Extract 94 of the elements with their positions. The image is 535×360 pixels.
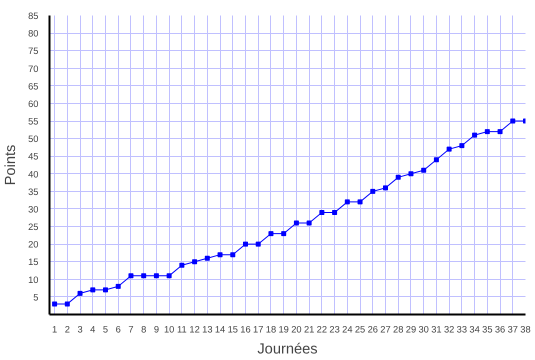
y-tick-label: 10 <box>28 274 39 285</box>
x-tick-label: 17 <box>253 324 264 334</box>
point <box>408 171 414 176</box>
x-tick-label: 30 <box>418 324 429 334</box>
y-tick-label: 70 <box>28 64 39 74</box>
point <box>510 118 516 124</box>
point <box>179 262 184 268</box>
y-tick-label: 55 <box>28 116 39 127</box>
point <box>358 199 363 204</box>
point <box>154 273 159 278</box>
x-tick-label: 26 <box>368 324 378 334</box>
x-tick-label: 9 <box>154 324 160 334</box>
x-tick-label: 6 <box>116 324 121 334</box>
x-tick-label: 4 <box>90 324 96 334</box>
y-tick-label: 5 <box>33 292 39 302</box>
y-tick-label: 45 <box>28 152 39 162</box>
point <box>319 210 324 215</box>
y-tick-label: 80 <box>28 28 39 39</box>
y-tick-label: 25 <box>28 222 39 232</box>
y-tick-label: 35 <box>28 186 39 197</box>
x-tick-label: 28 <box>393 324 404 334</box>
point <box>294 220 299 226</box>
y-tick-label: 85 <box>28 11 39 21</box>
y-axis-title: Points <box>3 144 20 186</box>
y-tick-label: 50 <box>28 134 39 144</box>
y-tick-label: 30 <box>28 204 39 214</box>
x-tick-label: 33 <box>456 324 468 334</box>
x-tick-label: 37 <box>508 324 518 334</box>
x-tick-label: 16 <box>240 324 251 334</box>
point <box>103 287 108 292</box>
x-tick-label: 8 <box>141 324 146 334</box>
x-tick-label: 5 <box>102 324 108 334</box>
point <box>52 301 58 306</box>
x-tick-label: 12 <box>189 324 200 334</box>
point <box>459 143 464 148</box>
point <box>268 231 274 236</box>
x-tick-label: 18 <box>266 324 276 334</box>
x-tick-label: 23 <box>329 324 340 334</box>
point <box>370 188 376 194</box>
point <box>90 287 96 292</box>
point <box>472 132 478 138</box>
point <box>192 259 198 264</box>
point <box>396 174 401 180</box>
x-tick-label: 34 <box>469 324 480 334</box>
x-tick-label: 29 <box>406 324 416 334</box>
point <box>64 301 70 306</box>
point <box>344 199 350 204</box>
x-tick-label: 27 <box>380 324 391 334</box>
x-tick-label: 11 <box>177 324 187 334</box>
x-tick-label: 15 <box>228 324 238 334</box>
y-tick-label: 65 <box>28 81 39 92</box>
y-tick-label: 75 <box>28 46 39 56</box>
x-tick-label: 1 <box>52 324 58 334</box>
y-tick-label: 20 <box>28 240 39 250</box>
x-tick-label: 35 <box>482 324 493 334</box>
point <box>421 168 426 173</box>
x-tick-label: 32 <box>444 324 454 334</box>
x-tick-label: 13 <box>202 324 213 334</box>
x-axis-title: Journées <box>257 342 318 358</box>
point <box>256 242 261 247</box>
point <box>204 256 210 261</box>
point <box>78 290 83 296</box>
point <box>166 273 172 278</box>
y-tick-label: 15 <box>28 257 39 268</box>
point <box>446 146 452 152</box>
point <box>434 157 439 162</box>
x-tick-label: 20 <box>291 324 302 334</box>
point <box>128 273 134 278</box>
x-tick-label: 38 <box>520 324 531 334</box>
x-tick-label: 21 <box>304 324 314 334</box>
x-tick-label: 10 <box>164 324 174 334</box>
y-tick-label: 60 <box>28 98 39 109</box>
point <box>484 129 490 134</box>
x-tick-label: 25 <box>354 324 366 334</box>
point <box>218 252 223 258</box>
y-tick-label: 40 <box>28 169 39 180</box>
point <box>230 252 236 258</box>
x-tick-label: 14 <box>214 324 226 334</box>
point <box>498 129 503 134</box>
x-tick-label: 31 <box>431 324 442 334</box>
point <box>306 220 312 226</box>
x-tick-label: 3 <box>77 324 83 334</box>
x-tick-label: 19 <box>278 324 289 334</box>
x-tick-label: 36 <box>494 324 506 334</box>
point <box>141 273 146 278</box>
point <box>116 284 121 289</box>
x-tick-label: 2 <box>64 324 70 334</box>
point <box>243 242 248 247</box>
point <box>332 210 338 215</box>
point <box>383 185 388 190</box>
x-tick-label: 24 <box>342 324 353 334</box>
x-tick-label: 22 <box>316 324 328 334</box>
point <box>281 231 286 236</box>
x-tick-label: 7 <box>128 324 134 334</box>
